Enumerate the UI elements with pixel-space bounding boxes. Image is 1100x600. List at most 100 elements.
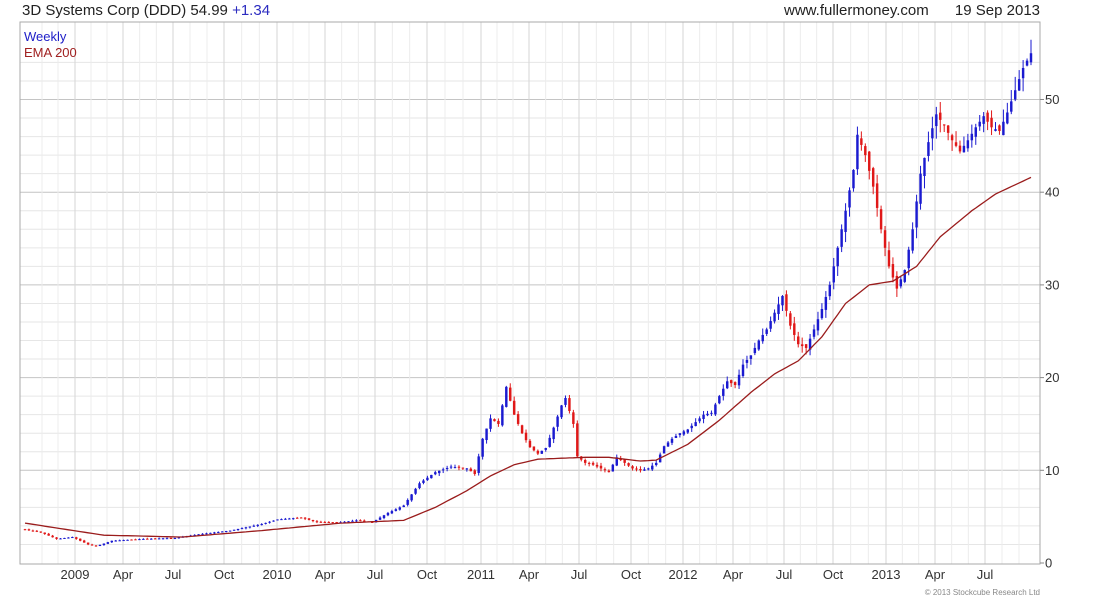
candle-up [994,129,997,131]
site-link[interactable]: www.fullermoney.com [783,2,929,19]
candle-down [631,466,634,469]
candle-down [789,313,792,326]
candle-up [205,533,208,535]
candle-up [244,527,248,529]
candle-down [457,466,461,468]
candle-up [165,538,169,540]
candle-down [864,146,867,156]
candle-up [465,468,469,470]
x-tick-label: Apr [113,567,134,582]
ema-200-line [24,176,1032,538]
candle-up [221,531,224,533]
candle-up [564,397,567,405]
candle-down [79,538,82,541]
candle-down [883,230,887,248]
candle-down [331,522,334,524]
candle-up [654,462,658,466]
candle-up [757,340,761,350]
candle-up [418,483,421,489]
candle-up [173,537,177,539]
candle-up [422,480,425,483]
candle-down [295,517,299,519]
candle-up [1029,53,1033,63]
candle-up [67,537,70,539]
candle-up [489,418,492,429]
candle-up [832,266,835,283]
candle-up [674,436,678,439]
candle-up [110,540,114,543]
candle-up [394,509,398,511]
candle-down [871,168,875,187]
candle-up [694,422,697,427]
candle-up [150,538,153,540]
x-axis-labels: 2009 Apr Jul Oct 2010 Apr Jul Oct 2011 Apr Jul Oct 2… [61,567,994,582]
candle-up [410,494,413,501]
candle-up [288,518,291,520]
x-tick-label: Jul [977,567,994,582]
candle-down [986,112,989,122]
candle-up [157,538,161,540]
candle-up [690,425,693,429]
x-tick-label: Apr [925,567,946,582]
candle-down [315,521,319,523]
candle-up [737,374,741,386]
candle-up [777,304,780,315]
candle-down [323,522,327,524]
candle-up [903,270,906,282]
candle-up [161,538,165,540]
candle-up [970,133,974,141]
candle-down [583,460,587,463]
candle-down [82,540,86,543]
candle-down [733,382,737,386]
y-tick-label: 30 [1045,277,1059,292]
candle-down [319,521,323,523]
candle-up [662,446,666,454]
candle-down [359,520,362,522]
candle-up [343,521,346,523]
candle-down [520,425,524,434]
candle-down [134,539,137,541]
candle-up [272,520,275,522]
candle-down [860,138,863,145]
x-tick-label: Jul [367,567,384,582]
candle-up [962,145,966,153]
price-change: +1.34 [232,2,271,19]
candle-down [729,380,733,384]
x-tick-label: Oct [823,567,844,582]
candle-up [714,404,717,415]
candle-up [453,467,457,469]
candle-down [895,275,899,289]
candle-down [497,420,500,424]
candle-down [153,538,157,540]
candle-up [706,413,709,416]
legend-weekly: Weekly [24,29,67,44]
candle-up [284,518,287,520]
y-tick-label: 40 [1045,185,1059,200]
candle-down [39,531,43,533]
y-tick-label: 0 [1045,556,1052,571]
candle-down [950,135,954,141]
candle-up [781,296,784,306]
candle-down [891,264,895,278]
candle-up [98,544,102,547]
candle-down [804,344,808,348]
candle-up [931,128,934,139]
x-tick-label: Jul [776,567,793,582]
candle-down [524,432,528,441]
candle-up [449,466,453,468]
candle-up [406,499,409,505]
x-tick-label: 2011 [467,567,495,582]
candle-down [90,544,94,546]
plot-frame [19,21,1041,565]
candle-up [915,201,918,228]
candle-up [651,465,654,470]
candle-up [224,531,228,533]
candle-down [958,145,962,152]
candle-up [540,450,544,454]
candle-down [473,470,476,475]
candle-up [1025,60,1029,66]
candle-down [307,518,311,520]
candle-down [303,517,307,519]
candle-down [75,537,78,539]
candle-down [51,535,54,538]
